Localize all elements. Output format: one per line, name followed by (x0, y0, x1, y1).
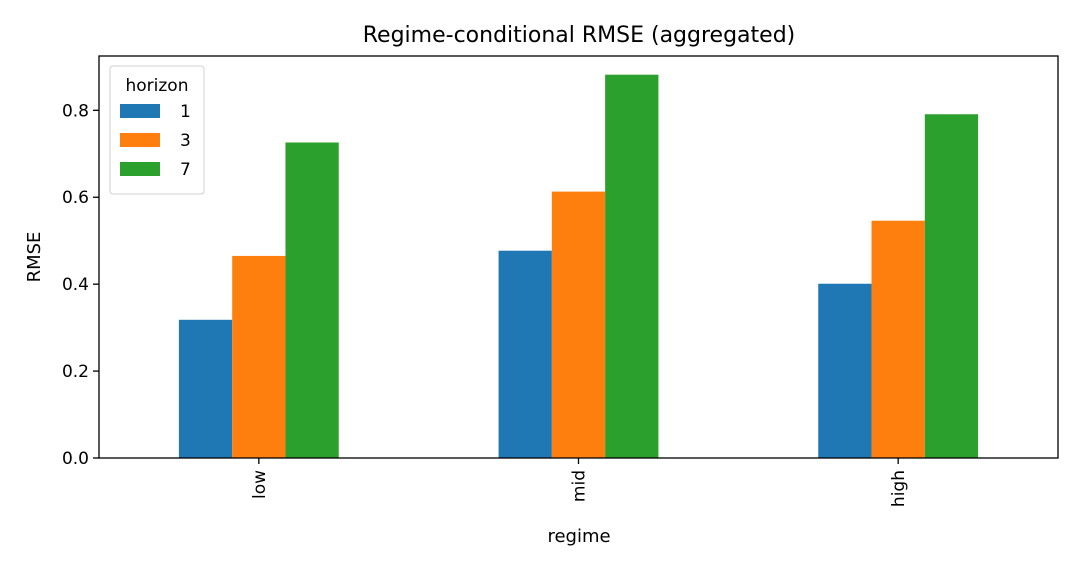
bar-low-horizon-7 (285, 142, 339, 459)
y-tick-label: 0.4 (62, 275, 89, 295)
x-tick-label-high: high (889, 470, 909, 507)
legend-swatch-1 (120, 104, 160, 118)
x-axis: low mid high (250, 458, 909, 507)
legend: horizon 1 3 7 (109, 65, 205, 195)
legend-items: 1 3 7 (120, 102, 191, 180)
y-tick-label: 0.8 (62, 101, 89, 121)
legend-label-3: 3 (180, 131, 191, 151)
bar-mid-horizon-1 (498, 250, 552, 458)
bar-low-horizon-1 (178, 319, 233, 458)
legend-swatch-3 (120, 133, 160, 147)
y-tick-label: 0.0 (62, 449, 89, 469)
bar-low-horizon-3 (232, 255, 286, 458)
bar-mid-horizon-3 (551, 191, 606, 458)
x-tick-label-mid: mid (570, 470, 590, 502)
x-axis-label: regime (547, 526, 610, 547)
legend-title: horizon (126, 76, 189, 96)
bars-group (178, 74, 979, 459)
bar-high-horizon-1 (818, 283, 872, 458)
y-axis: 0.0 0.2 0.4 0.6 0.8 (62, 101, 99, 469)
bar-high-horizon-7 (924, 114, 979, 459)
x-tick-label-low: low (250, 470, 270, 499)
legend-swatch-7 (120, 162, 160, 176)
legend-label-1: 1 (180, 102, 191, 122)
y-axis-label: RMSE (24, 232, 45, 283)
legend-label-7: 7 (180, 160, 191, 180)
bar-mid-horizon-7 (605, 74, 659, 458)
bar-high-horizon-3 (871, 220, 925, 458)
y-tick-label: 0.6 (62, 188, 89, 208)
chart-title: Regime-conditional RMSE (aggregated) (363, 23, 796, 48)
y-tick-label: 0.2 (62, 362, 89, 382)
